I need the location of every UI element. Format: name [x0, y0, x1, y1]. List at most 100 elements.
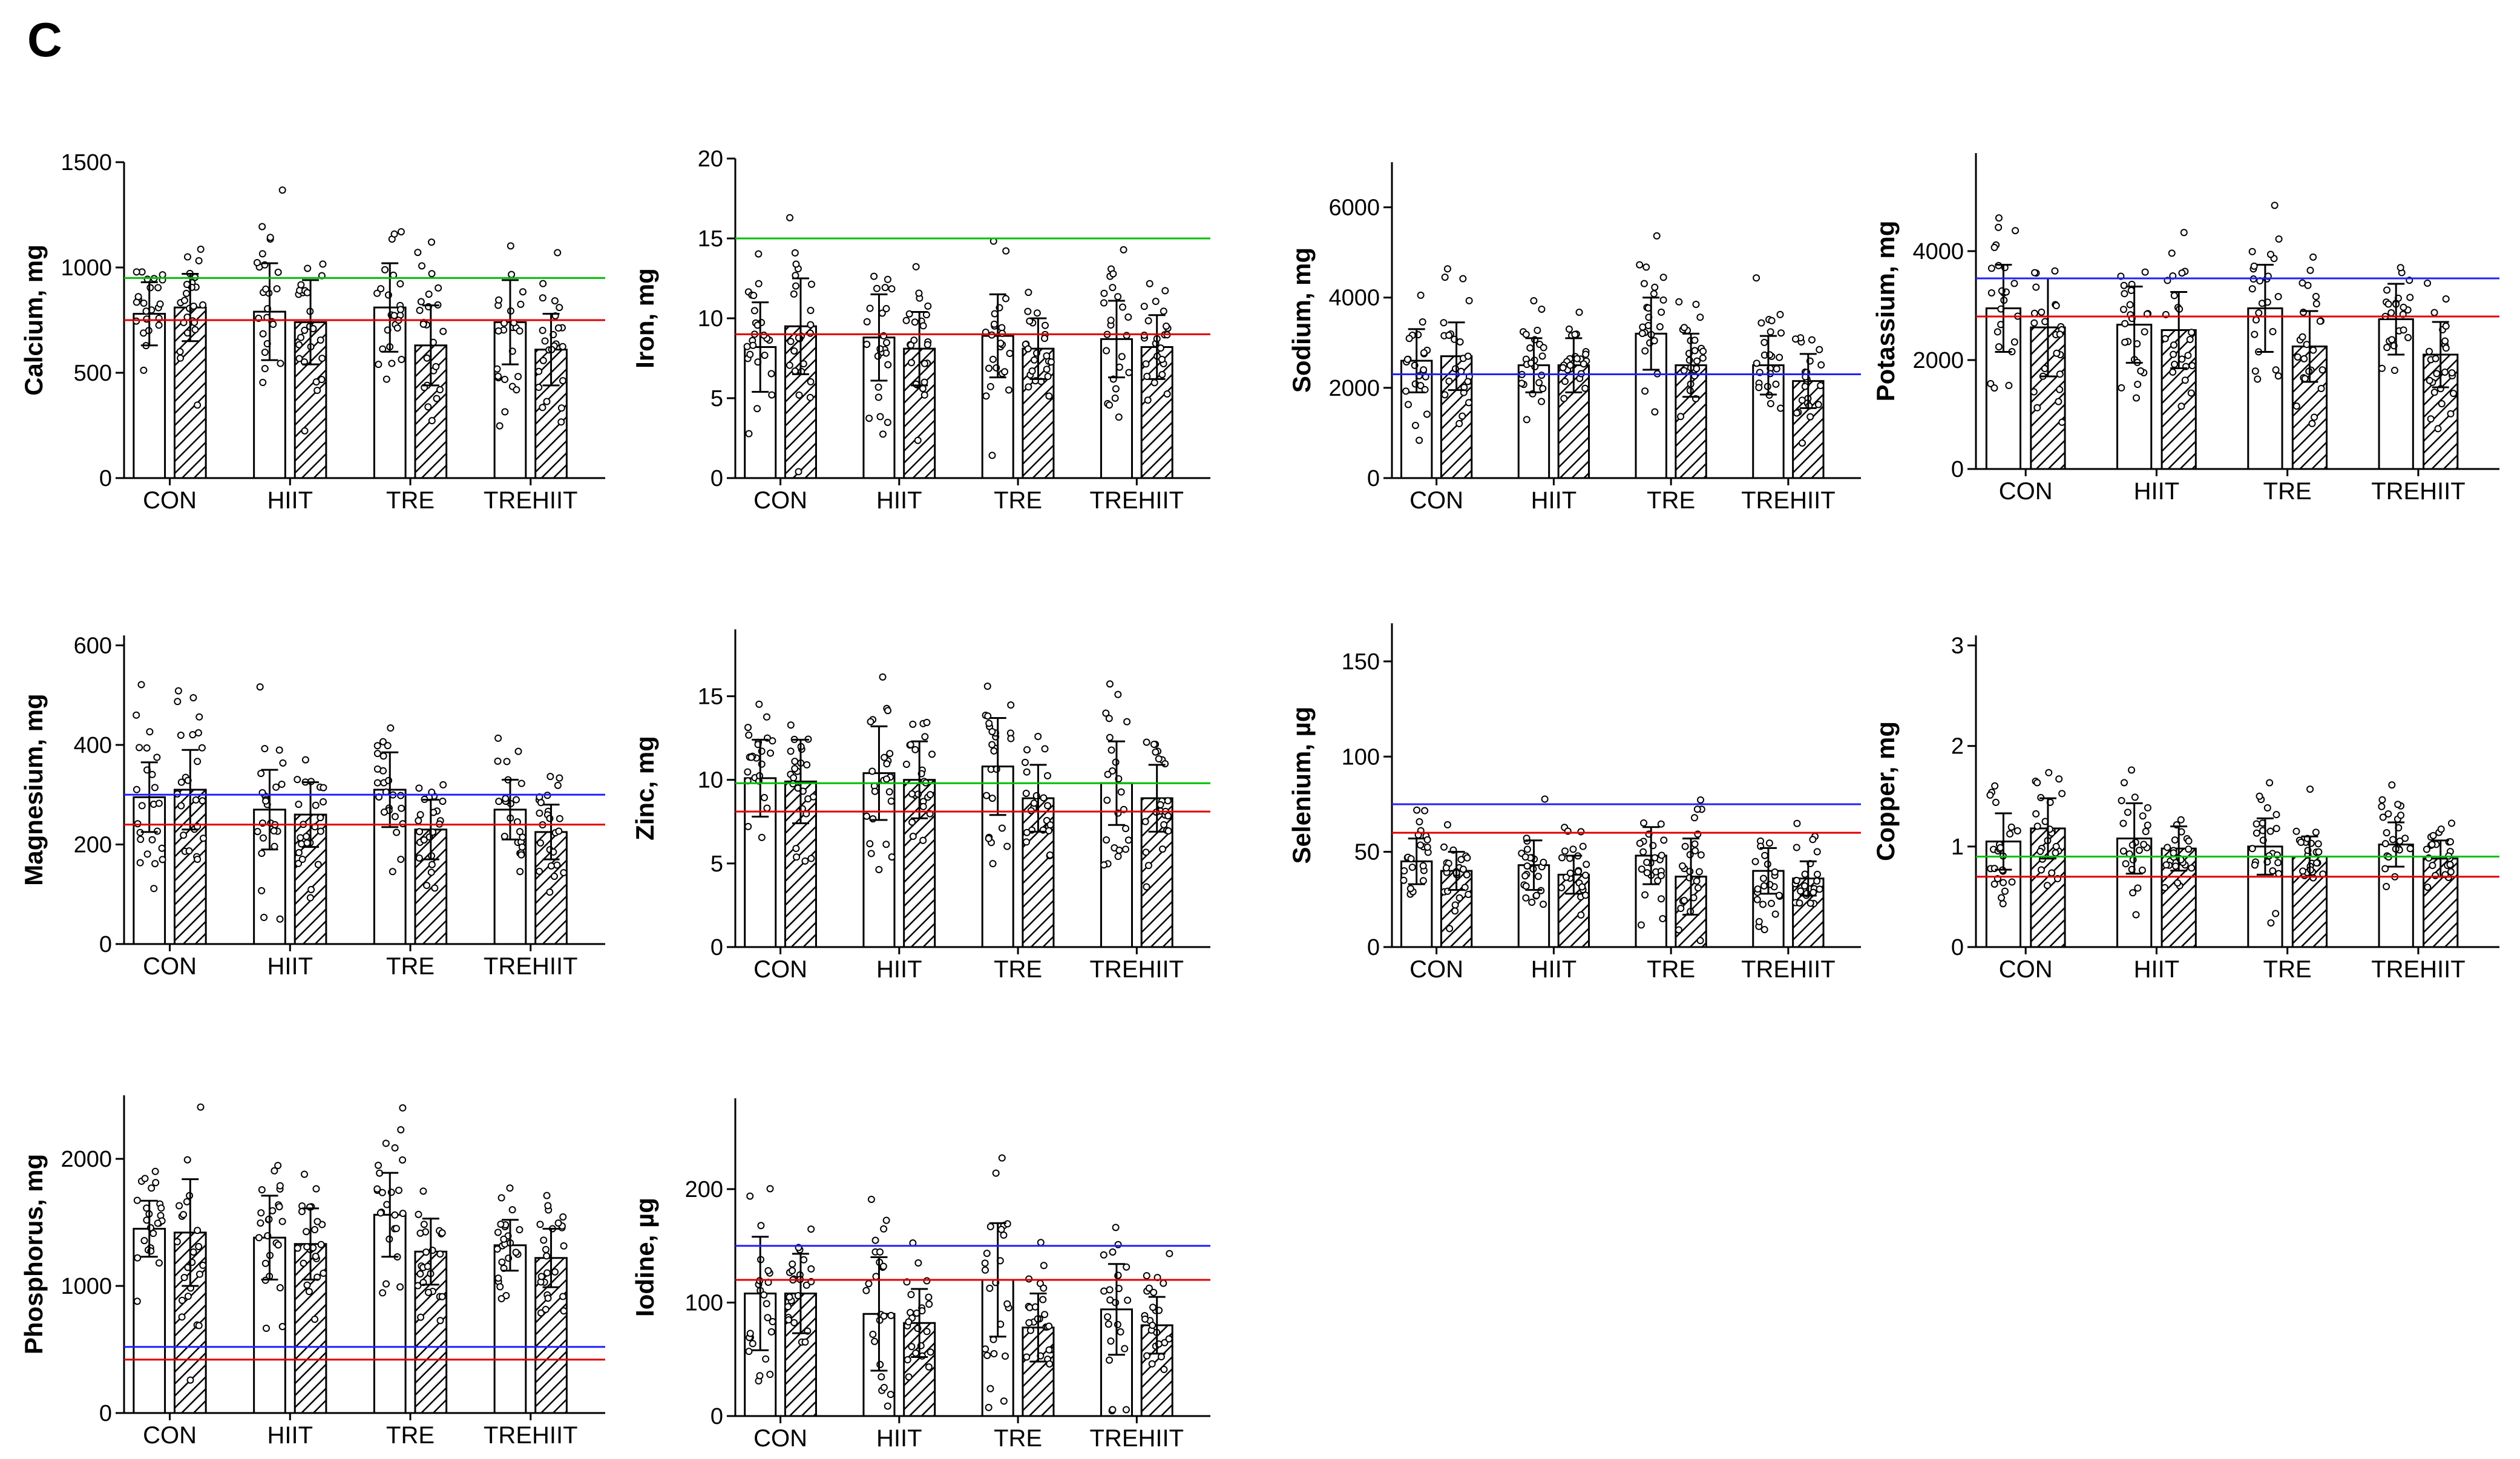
data-point — [927, 791, 934, 799]
data-point — [882, 1216, 890, 1224]
data-point — [1140, 331, 1148, 339]
data-point — [2437, 825, 2445, 833]
data-point — [878, 1373, 885, 1381]
data-point — [2013, 827, 2021, 834]
data-point — [295, 355, 303, 362]
data-point — [423, 882, 431, 890]
data-point — [393, 828, 401, 836]
data-point — [1679, 862, 1687, 870]
data-point — [551, 297, 559, 305]
data-point — [981, 1259, 989, 1267]
data-point — [789, 1267, 796, 1274]
data-point — [146, 728, 154, 736]
data-point — [988, 795, 996, 802]
data-point — [2177, 816, 2185, 824]
data-point — [746, 1329, 754, 1337]
data-point — [1637, 921, 1645, 929]
data-point — [2168, 249, 2176, 257]
data-point — [866, 304, 874, 312]
data-point — [2177, 402, 2185, 410]
data-point — [1455, 894, 1463, 902]
data-point — [2134, 381, 2142, 389]
data-point — [2048, 869, 2056, 877]
data-point — [1459, 865, 1467, 873]
data-point — [750, 292, 758, 300]
data-point — [1023, 828, 1031, 836]
data-point — [911, 318, 919, 326]
data-point — [755, 700, 763, 708]
data-point — [2316, 317, 2324, 325]
data-point — [1768, 316, 1776, 324]
data-point — [2384, 300, 2392, 308]
data-point — [2038, 308, 2046, 316]
data-point — [2267, 919, 2275, 927]
data-point — [180, 297, 188, 304]
data-point — [924, 341, 931, 349]
data-point — [376, 1209, 384, 1217]
y-tick-label: 0 — [1367, 935, 1380, 960]
data-point — [764, 1314, 772, 1322]
data-point — [1465, 891, 1472, 899]
data-point — [382, 1280, 390, 1288]
data-point — [998, 824, 1006, 832]
data-point — [867, 850, 875, 857]
data-point — [803, 761, 811, 769]
data-point — [373, 765, 381, 773]
data-point — [262, 285, 270, 293]
data-point — [553, 861, 561, 869]
data-point — [536, 1221, 544, 1228]
data-point — [1411, 421, 1419, 429]
data-point — [1123, 1263, 1130, 1271]
data-point — [148, 836, 156, 844]
data-point — [183, 1198, 191, 1205]
data-point — [863, 318, 871, 326]
data-point — [258, 1186, 266, 1194]
data-point — [1801, 870, 1809, 878]
data-point — [516, 1226, 523, 1234]
data-point — [2185, 837, 2193, 845]
data-point — [881, 284, 889, 292]
data-point — [2000, 879, 2007, 887]
data-point — [2008, 878, 2016, 886]
data-point — [415, 817, 422, 825]
data-point — [2406, 293, 2414, 301]
data-point — [749, 1340, 756, 1348]
data-point — [1046, 821, 1054, 829]
data-point — [886, 750, 894, 758]
data-point — [260, 914, 268, 922]
data-point — [1142, 360, 1150, 368]
data-point — [556, 304, 563, 312]
data-point — [312, 1185, 320, 1193]
data-point — [428, 417, 436, 425]
data-point — [1657, 820, 1665, 828]
data-point — [1152, 748, 1160, 756]
data-point — [905, 1373, 913, 1381]
data-point — [2274, 859, 2282, 867]
data-point — [768, 391, 776, 399]
data-point — [2033, 404, 2041, 411]
data-point — [1157, 344, 1164, 352]
data-point — [382, 1139, 390, 1147]
data-point — [278, 1323, 286, 1331]
data-point — [986, 382, 994, 390]
data-point — [1149, 1322, 1157, 1329]
x-tick-label: HIIT — [1531, 487, 1577, 514]
data-point — [311, 1226, 319, 1234]
data-point — [1124, 1296, 1132, 1304]
data-point — [2006, 830, 2014, 838]
data-point — [1459, 412, 1466, 420]
data-point — [2272, 910, 2280, 917]
data-point — [174, 698, 182, 706]
data-point — [1699, 354, 1707, 362]
data-point — [546, 773, 554, 781]
data-point — [502, 795, 510, 802]
data-point — [2058, 790, 2066, 798]
data-point — [1104, 1313, 1112, 1321]
x-tick-label: CON — [753, 487, 807, 514]
data-point — [259, 378, 267, 386]
data-point — [261, 349, 269, 356]
data-point — [1809, 836, 1817, 844]
data-point — [257, 1219, 264, 1227]
data-point — [876, 1360, 884, 1368]
data-point — [908, 790, 916, 798]
